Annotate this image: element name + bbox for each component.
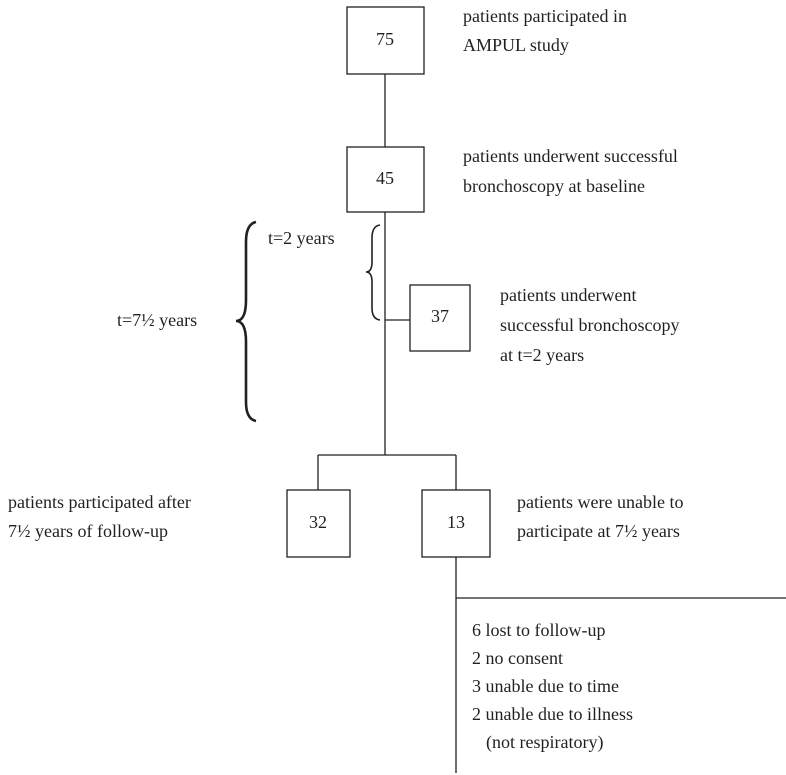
- brace-large: [235, 220, 257, 423]
- node-count: 13: [447, 512, 465, 532]
- reason: 3 unable due to time: [472, 676, 619, 696]
- node-count: 37: [431, 306, 449, 326]
- node-box: [286, 489, 351, 558]
- reason: (not respiratory): [486, 732, 603, 753]
- node-label: patients underwent: [500, 285, 636, 305]
- node-label: patients were unable to: [517, 492, 683, 512]
- interval-label: t=2 years: [268, 228, 335, 248]
- node-label: patients participated after: [8, 492, 191, 512]
- node-count: 75: [376, 29, 394, 49]
- node-box: [346, 146, 425, 213]
- node-label: at t=2 years: [500, 345, 584, 365]
- reason: 2 unable due to illness: [472, 704, 633, 724]
- node-label: successful bronchoscopy: [500, 315, 679, 335]
- node-label: patients participated in: [463, 6, 627, 26]
- node-box: [421, 489, 491, 558]
- reason: 6 lost to follow-up: [472, 620, 606, 640]
- node-label: bronchoscopy at baseline: [463, 176, 645, 196]
- node-box: [409, 284, 471, 352]
- node-box: [346, 6, 425, 75]
- node-label: participate at 7½ years: [517, 521, 680, 541]
- reason: 2 no consent: [472, 648, 563, 668]
- node-label: patients underwent successful: [463, 146, 678, 166]
- node-label: AMPUL study: [463, 35, 569, 55]
- brace-small: [365, 224, 381, 321]
- interval-label: t=7½ years: [117, 310, 197, 330]
- node-label: 7½ years of follow-up: [8, 521, 168, 541]
- node-count: 45: [376, 168, 394, 188]
- node-count: 32: [309, 512, 327, 532]
